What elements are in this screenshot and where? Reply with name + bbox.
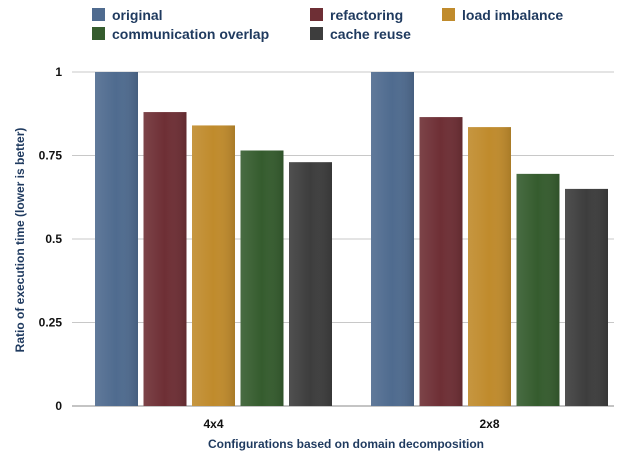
bar-shading [419,117,463,406]
x-axis-categories: 4x4 2x8 [203,417,499,431]
legend: original refactoring load imbalance communi… [92,7,563,42]
bar-shading [143,112,187,406]
y-axis-ticks: 0 0.25 0.5 0.75 1 [39,65,63,413]
y-axis-label: Ratio of execution time (lower is better… [13,128,27,353]
x-category-label: 4x4 [203,417,223,431]
legend-label: cache reuse [330,26,411,42]
bar-shading [192,125,235,406]
legend-swatch [442,8,455,21]
bar-shading [289,162,332,406]
legend-swatch [310,27,323,40]
bars [95,72,608,407]
x-axis-label: Configurations based on domain decomposi… [208,437,484,451]
bar-shading [565,188,608,406]
x-category-label: 2x8 [479,417,499,431]
legend-label: refactoring [330,7,403,23]
bar-shading [371,72,414,406]
legend-swatch [92,8,105,21]
y-tick-label: 1 [55,65,62,79]
bar-shading [516,173,560,406]
y-tick-label: 0 [55,399,62,413]
y-tick-label: 0.5 [45,232,62,246]
y-tick-label: 0.75 [39,149,63,163]
legend-swatch [92,27,105,40]
bar-shading [240,150,284,406]
y-tick-label: 0.25 [39,316,63,330]
bar-shading [95,72,138,406]
legend-label: communication overlap [112,26,269,42]
legend-swatch [310,8,323,21]
bar-shading [468,127,511,407]
legend-label: original [112,7,163,23]
legend-label: load imbalance [462,7,563,23]
